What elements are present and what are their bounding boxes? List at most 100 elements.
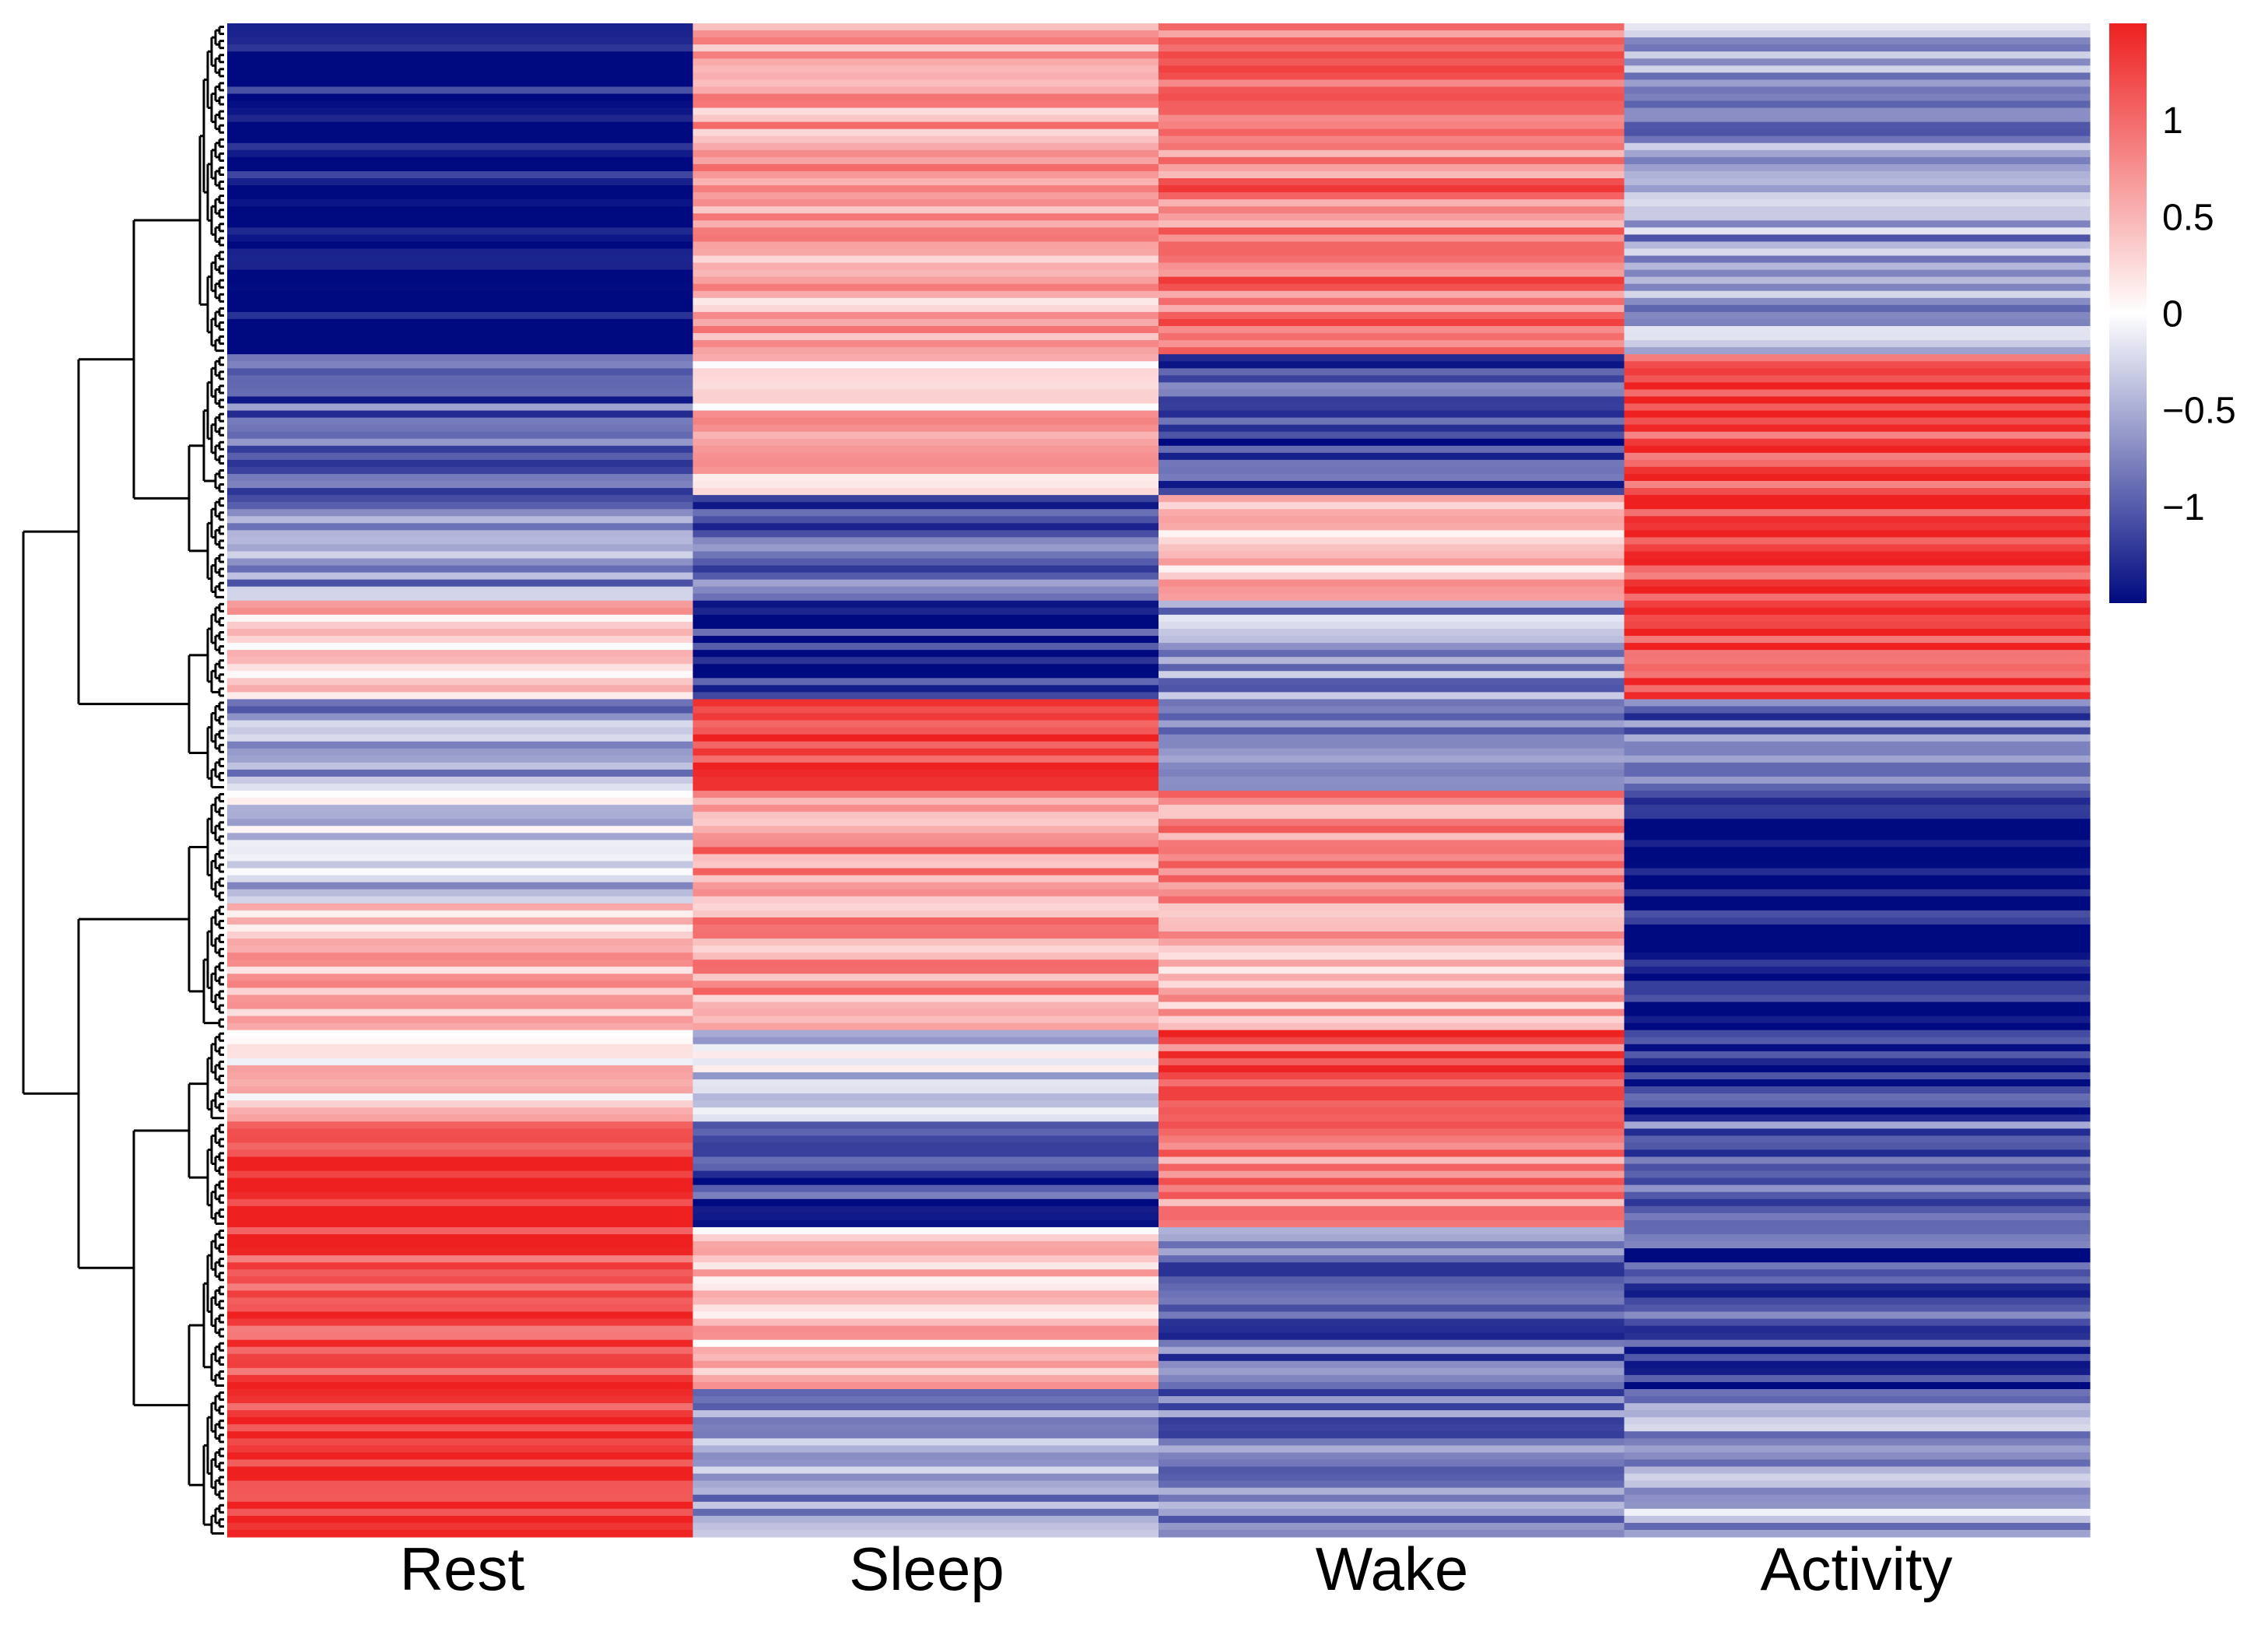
heatmap-cell	[1624, 424, 2091, 433]
heatmap-cell	[1159, 706, 1625, 714]
heatmap-cell	[1159, 1002, 1625, 1010]
heatmap-cell	[692, 636, 1159, 644]
heatmap-cell	[1159, 1191, 1625, 1200]
heatmap-cell	[1159, 51, 1625, 59]
heatmap-cell	[227, 960, 694, 967]
heatmap-cell	[1159, 664, 1625, 672]
heatmap-cell	[227, 1142, 694, 1151]
heatmap-cell	[1159, 1325, 1625, 1334]
heatmap-cell	[1624, 847, 2091, 855]
heatmap-cell	[692, 903, 1159, 911]
heatmap-cell	[227, 213, 694, 221]
heatmap-cell	[1159, 417, 1625, 426]
heatmap-cell	[1159, 304, 1625, 313]
heatmap-cell	[1159, 621, 1625, 630]
heatmap-cell	[227, 600, 694, 609]
heatmap-cell	[227, 199, 694, 207]
heatmap-cell	[1159, 1248, 1625, 1256]
heatmap-cell	[1624, 692, 2091, 700]
heatmap-cell	[1159, 1135, 1625, 1143]
heatmap-cell	[227, 37, 694, 45]
colorbar	[2109, 23, 2147, 603]
heatmap-cell	[1624, 1226, 2091, 1235]
heatmap-cell	[692, 558, 1159, 567]
heatmap-cell	[1624, 1219, 2091, 1228]
heatmap-cell	[692, 1051, 1159, 1059]
heatmap-cell	[1159, 410, 1625, 419]
heatmap-cell	[692, 410, 1159, 419]
heatmap-cell	[692, 1191, 1159, 1200]
heatmap-cell	[1624, 565, 2091, 574]
heatmap-cell	[692, 579, 1159, 588]
heatmap-cell	[1624, 1030, 2091, 1038]
heatmap-cell	[692, 1121, 1159, 1129]
heatmap-cell	[227, 1198, 694, 1207]
heatmap-cell	[692, 974, 1159, 981]
heatmap-cell	[227, 1522, 694, 1531]
heatmap-cell	[692, 1508, 1159, 1517]
heatmap-cell	[692, 981, 1159, 988]
heatmap-cell	[1159, 361, 1625, 369]
heatmap-cell	[1159, 1529, 1625, 1538]
heatmap-cell	[692, 1177, 1159, 1186]
heatmap-cell	[227, 798, 694, 805]
heatmap-cell	[227, 79, 694, 88]
heatmap-cell	[1624, 192, 2091, 200]
heatmap-cell	[692, 1459, 1159, 1468]
heatmap-cell	[1624, 720, 2091, 728]
heatmap-cell	[1159, 473, 1625, 482]
heatmap-cell	[227, 1480, 694, 1489]
heatmap-cell	[227, 396, 694, 405]
heatmap-cell	[1624, 1037, 2091, 1045]
heatmap-cell	[227, 776, 694, 784]
heatmap-cell	[227, 875, 694, 883]
heatmap-cell	[692, 368, 1159, 376]
heatmap-cell	[692, 333, 1159, 341]
heatmap-cell	[227, 720, 694, 728]
heatmap-cell	[227, 1170, 694, 1179]
heatmap-cell	[227, 953, 694, 960]
heatmap-cell	[692, 586, 1159, 595]
heatmap-cell	[227, 819, 694, 826]
heatmap-cell	[227, 840, 694, 848]
heatmap-cell	[227, 586, 694, 595]
heatmap-cell	[692, 1410, 1159, 1418]
heatmap-cell	[692, 523, 1159, 531]
heatmap-cell	[692, 1515, 1159, 1524]
heatmap-cell	[692, 1226, 1159, 1235]
heatmap-cell	[692, 1374, 1159, 1383]
colorbar-tick-label: −1	[2162, 487, 2205, 528]
heatmap-cell	[692, 643, 1159, 651]
heatmap-cell	[227, 241, 694, 250]
heatmap-cell	[1624, 1262, 2091, 1270]
heatmap-cell	[1159, 1290, 1625, 1299]
heatmap-cell	[1624, 135, 2091, 144]
heatmap-cell	[1159, 530, 1625, 538]
heatmap-cell	[1159, 1515, 1625, 1524]
heatmap-cell	[692, 30, 1159, 38]
heatmap-cell	[227, 1473, 694, 1482]
heatmap-cell	[1159, 192, 1625, 200]
heatmap-cell	[692, 1072, 1159, 1080]
heatmap-cell	[227, 1332, 694, 1341]
heatmap-cell	[227, 1459, 694, 1468]
heatmap-cell	[692, 1269, 1159, 1277]
heatmap-cell	[1159, 868, 1625, 876]
heatmap-cell	[1624, 1072, 2091, 1080]
heatmap-cell	[1624, 1466, 2091, 1475]
heatmap-cell	[227, 1100, 694, 1108]
heatmap-cell	[227, 1058, 694, 1066]
heatmap-cell	[692, 1325, 1159, 1334]
heatmap-cell	[227, 509, 694, 517]
heatmap-cell	[1624, 1009, 2091, 1017]
heatmap-cell	[1159, 671, 1625, 679]
heatmap-cell	[692, 290, 1159, 299]
heatmap-cell	[1159, 805, 1625, 812]
heatmap-cell	[1159, 234, 1625, 243]
heatmap-cell	[1624, 459, 2091, 468]
heatmap-cell	[1159, 558, 1625, 567]
heatmap-cell	[227, 1445, 694, 1454]
heatmap-cell	[1624, 1283, 2091, 1291]
heatmap-cell	[692, 741, 1159, 749]
heatmap-cell	[1624, 1515, 2091, 1524]
